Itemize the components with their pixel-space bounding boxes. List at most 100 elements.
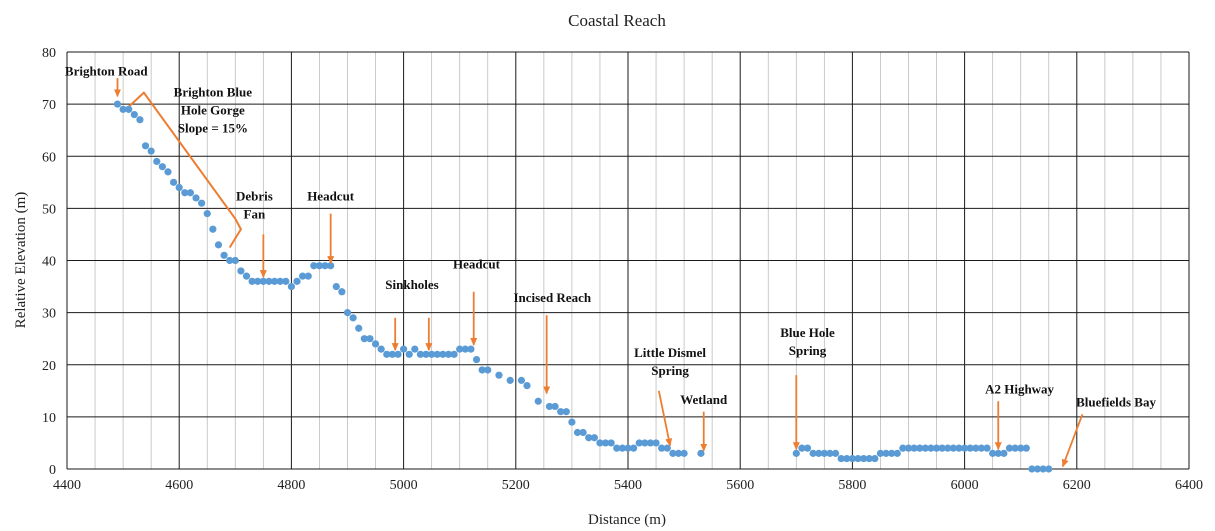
chart-title: Coastal Reach	[568, 11, 666, 30]
x-tick-label: 4600	[165, 478, 193, 493]
data-point	[579, 428, 587, 437]
data-point	[130, 110, 138, 119]
data-point	[989, 449, 997, 457]
annotation-arrow	[657, 390, 673, 447]
data-point	[450, 350, 458, 358]
data-point	[270, 277, 279, 285]
data-point	[1005, 444, 1014, 452]
data-point	[938, 444, 946, 452]
data-point	[1017, 444, 1025, 452]
data-point	[1011, 444, 1019, 452]
data-point	[792, 449, 800, 457]
data-point	[327, 262, 335, 270]
data-point	[321, 262, 329, 270]
data-point	[355, 324, 363, 332]
annotation-label: Debris Fan	[236, 189, 273, 222]
data-point	[1028, 465, 1036, 473]
data-point	[422, 350, 430, 358]
x-tick-label: 6200	[1063, 478, 1091, 493]
y-axis-title: Relative Elevation (m)	[13, 192, 29, 329]
data-point	[276, 277, 284, 285]
data-point	[607, 439, 615, 447]
data-point	[568, 418, 576, 426]
data-point	[596, 439, 604, 447]
data-point	[231, 256, 239, 265]
data-point	[495, 371, 503, 379]
data-point	[315, 262, 324, 270]
y-tick-label: 50	[42, 202, 56, 217]
y-tick-label: 0	[49, 463, 56, 478]
data-point	[809, 449, 817, 457]
data-point	[338, 288, 346, 296]
data-point	[534, 397, 542, 405]
data-point	[860, 454, 868, 463]
x-tick-label: 6400	[1175, 478, 1203, 493]
data-point	[618, 444, 626, 452]
data-point	[226, 256, 234, 265]
annotation-label: Wetland	[680, 392, 728, 407]
tick-labels: 4400 4600 4800 5000 5200 5400 5600 5800 6000 6200…	[42, 46, 1203, 493]
data-point	[630, 444, 638, 452]
data-point	[1039, 465, 1047, 473]
data-point	[815, 449, 823, 457]
data-point	[366, 335, 374, 343]
data-point	[1033, 465, 1042, 473]
annotation-label: Headcut	[453, 256, 501, 271]
data-point	[848, 454, 857, 463]
data-point	[242, 272, 251, 280]
annotation-label: Sinkholes	[385, 277, 438, 292]
data-point	[478, 366, 486, 374]
data-point	[944, 444, 952, 452]
data-point	[893, 449, 901, 457]
y-tick-label: 20	[42, 359, 56, 374]
data-point	[826, 449, 834, 457]
x-tick-label: 4800	[277, 478, 305, 493]
annotation-label: Incised Reach	[513, 290, 591, 305]
data-point	[506, 376, 514, 384]
annotation-label: Blue Hole Spring	[780, 325, 835, 358]
data-point	[803, 444, 812, 452]
data-point	[113, 100, 122, 108]
data-point	[983, 444, 991, 452]
data-point	[831, 449, 840, 457]
annotation-label: Headcut	[307, 189, 355, 204]
elevation-points	[113, 100, 1053, 473]
x-tick-label: 6000	[951, 478, 979, 493]
y-tick-label: 40	[42, 255, 56, 270]
x-tick-label: 5600	[726, 478, 754, 493]
data-point	[433, 350, 441, 358]
y-tick-label: 70	[42, 98, 56, 113]
data-point	[472, 355, 481, 364]
data-point	[304, 272, 312, 280]
data-point	[377, 345, 385, 353]
data-point	[1045, 465, 1053, 473]
data-point	[646, 439, 655, 447]
data-point	[972, 444, 980, 452]
data-point	[966, 444, 974, 452]
data-point	[876, 449, 885, 457]
data-point	[175, 183, 183, 192]
data-point	[837, 454, 845, 463]
data-point	[888, 449, 896, 457]
data-point	[843, 454, 851, 463]
data-point	[293, 277, 301, 285]
data-point	[428, 350, 436, 358]
data-point	[663, 444, 671, 452]
annotation-labels: Brighton Road Brighton Blue Hole Gorge Slop…	[65, 63, 1157, 409]
data-point	[961, 444, 969, 452]
data-point	[467, 345, 475, 353]
data-point	[562, 408, 570, 416]
data-point	[416, 350, 425, 358]
data-point	[136, 116, 144, 124]
data-point	[383, 350, 391, 358]
data-point	[977, 444, 986, 452]
data-point	[254, 277, 262, 285]
data-point	[400, 345, 408, 353]
data-point	[652, 439, 660, 447]
y-tick-label: 30	[42, 307, 56, 322]
y-tick-label: 10	[42, 411, 56, 426]
data-point	[439, 350, 447, 358]
annotation-label: Bluefields Bay	[1076, 394, 1156, 409]
data-point	[921, 444, 929, 452]
data-point	[613, 444, 621, 452]
